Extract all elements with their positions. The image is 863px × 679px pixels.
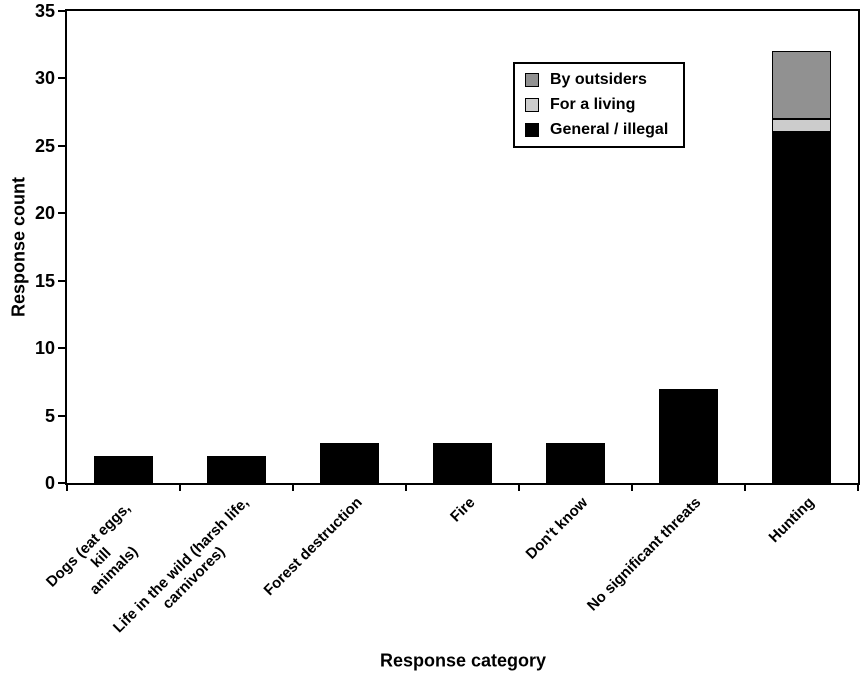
y-tick-label: 25 bbox=[34, 135, 55, 156]
legend-label: By outsiders bbox=[550, 71, 647, 89]
y-tick-label: 30 bbox=[34, 68, 55, 89]
legend-label: General / illegal bbox=[550, 120, 669, 138]
x-tick-mark bbox=[631, 483, 633, 491]
bar-7 bbox=[772, 51, 831, 483]
bar-segment bbox=[433, 442, 492, 483]
y-tick-mark bbox=[58, 347, 66, 350]
x-axis-title: Response category bbox=[379, 650, 547, 671]
legend-item: By outsiders bbox=[525, 71, 683, 89]
y-tick-mark bbox=[58, 279, 66, 282]
legend-swatch-icon bbox=[525, 122, 539, 137]
y-tick-mark bbox=[58, 212, 66, 215]
bar-segment bbox=[772, 132, 831, 483]
x-tick-mark bbox=[744, 483, 746, 491]
bar-4 bbox=[433, 442, 492, 483]
legend-label: For a living bbox=[550, 95, 636, 113]
bar-segment bbox=[320, 442, 379, 483]
x-tick-mark bbox=[405, 483, 407, 491]
y-axis-title: Response count bbox=[8, 176, 29, 318]
y-tick-label: 35 bbox=[34, 1, 55, 21]
legend-swatch-icon bbox=[525, 97, 539, 112]
bar-segment bbox=[772, 51, 831, 119]
category-label: Forest destruction bbox=[260, 494, 366, 600]
plot-area-frame bbox=[65, 9, 860, 485]
y-tick-label: 15 bbox=[34, 270, 55, 291]
y-tick-label: 20 bbox=[34, 203, 55, 224]
x-tick-mark bbox=[66, 483, 68, 491]
y-tick-label: 5 bbox=[44, 405, 55, 426]
bar-segment bbox=[94, 456, 153, 483]
x-tick-mark bbox=[292, 483, 294, 491]
bar-segment bbox=[659, 388, 718, 483]
bar-segment bbox=[546, 442, 605, 483]
x-tick-mark bbox=[857, 483, 859, 491]
category-label: No significant threats bbox=[584, 494, 705, 615]
bar-3 bbox=[320, 442, 379, 483]
y-tick-label: 0 bbox=[44, 473, 55, 493]
legend-swatch-icon bbox=[525, 73, 539, 88]
legend-item: General / illegal bbox=[525, 121, 683, 139]
bar-segment bbox=[207, 456, 266, 483]
bar-5 bbox=[546, 442, 605, 483]
legend-item: For a living bbox=[525, 96, 683, 114]
category-label: Don't know bbox=[522, 494, 592, 563]
y-tick-label: 10 bbox=[34, 338, 55, 359]
y-tick-mark bbox=[58, 144, 66, 147]
x-tick-mark bbox=[518, 483, 520, 491]
y-tick-mark bbox=[58, 10, 66, 12]
legend-box: By outsiders For a living General / illega… bbox=[513, 62, 685, 148]
category-label: Hunting bbox=[765, 494, 818, 547]
category-label: Fire bbox=[447, 494, 479, 526]
x-tick-mark bbox=[179, 483, 181, 491]
bar-segment bbox=[772, 118, 831, 133]
y-tick-mark bbox=[58, 482, 66, 484]
bar-2 bbox=[207, 456, 266, 483]
y-tick-mark bbox=[58, 414, 66, 417]
bar-6 bbox=[659, 388, 718, 483]
y-tick-mark bbox=[58, 77, 66, 80]
bar-1 bbox=[94, 456, 153, 483]
